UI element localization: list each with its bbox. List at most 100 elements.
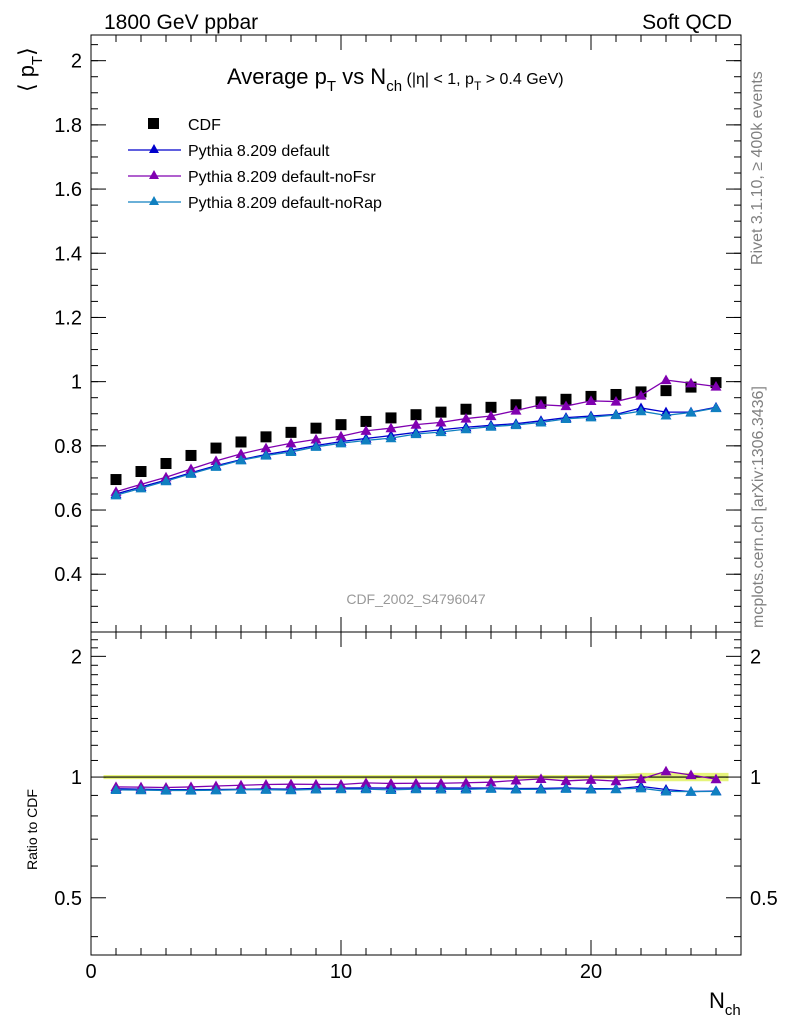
ratio-series-marker bbox=[710, 785, 722, 796]
legend-label-cdf: CDF bbox=[188, 117, 221, 134]
legend-entry-cdf: CDF bbox=[148, 117, 221, 134]
ratio-series-marker bbox=[585, 774, 597, 784]
title-main: Average p bbox=[227, 64, 327, 89]
main-y-tick-label: 1.6 bbox=[54, 179, 82, 201]
ratio-x-ticks: 0 10 20 bbox=[85, 632, 742, 983]
header-left-label: 1800 GeV ppbar bbox=[104, 11, 258, 34]
ratio-series-marker bbox=[360, 783, 372, 794]
ratio-series-marker bbox=[610, 783, 622, 794]
cdf-data-point bbox=[560, 393, 572, 405]
main-series-marker bbox=[385, 432, 397, 443]
main-series-marker bbox=[585, 395, 597, 406]
main-series-marker bbox=[260, 449, 272, 460]
ratio-series-2 bbox=[110, 782, 722, 796]
cdf-data-point bbox=[360, 415, 372, 427]
ratio-series-marker bbox=[135, 784, 147, 795]
ratio-series-marker bbox=[635, 773, 647, 784]
ratio-y-axis-label: Ratio to CDF bbox=[24, 789, 40, 870]
ratio-series-marker bbox=[585, 783, 597, 794]
ratio-series-marker bbox=[160, 784, 172, 795]
main-y-tick-label: 1.4 bbox=[54, 243, 82, 265]
main-series-marker bbox=[460, 423, 472, 434]
cdf-data-point bbox=[435, 406, 447, 418]
main-series-marker bbox=[310, 433, 322, 444]
ratio-series-marker bbox=[560, 775, 572, 786]
ratio-series-marker bbox=[535, 773, 547, 783]
main-y-axis-label: ⟨ pT⟩ bbox=[14, 47, 46, 92]
main-series-marker bbox=[685, 406, 697, 417]
ylabel-sub: T bbox=[29, 56, 46, 65]
cdf-data-point bbox=[510, 399, 522, 411]
main-y-ticks: 0.4 0.6 0.8 1 1.2 1.4 1.6 1.8 2 bbox=[54, 44, 741, 623]
main-series-marker bbox=[660, 374, 672, 385]
cdf-data-point bbox=[460, 403, 472, 415]
main-series-marker bbox=[235, 454, 247, 465]
x-tick-label: 20 bbox=[580, 961, 602, 983]
xlabel-main: N bbox=[709, 988, 725, 1013]
main-series-marker bbox=[410, 419, 422, 429]
x-tick-label: 0 bbox=[85, 961, 96, 983]
main-y-tick-label: 0.6 bbox=[54, 500, 82, 522]
ratio-panel: 0.5 0.5 1 1 2 2 0 10 20 Ratio to CDF Nch bbox=[24, 631, 778, 1019]
main-y-tick-label: 2 bbox=[71, 51, 82, 73]
ratio-series-marker bbox=[435, 777, 447, 788]
main-series-marker bbox=[435, 426, 447, 437]
legend-entry-nofsr: Pythia 8.209 default-noFsr bbox=[128, 169, 376, 186]
legend-label-nofsr: Pythia 8.209 default-noFsr bbox=[188, 169, 376, 186]
main-y-tick-label: 1.8 bbox=[54, 115, 82, 137]
ratio-y-tick-label-right: 2 bbox=[750, 646, 761, 668]
cdf-data-point bbox=[210, 442, 222, 454]
main-series-marker bbox=[185, 468, 197, 478]
cdf-data-point bbox=[485, 401, 497, 413]
main-y-tick-label: 0.8 bbox=[54, 436, 82, 458]
main-series-marker bbox=[710, 402, 722, 413]
title-mid: vs N bbox=[336, 64, 386, 89]
analysis-watermark: CDF_2002_S4796047 bbox=[346, 591, 486, 607]
main-series-2 bbox=[110, 374, 722, 496]
main-series-marker bbox=[335, 437, 347, 448]
cdf-data-point bbox=[160, 457, 172, 469]
cdf-data-point bbox=[610, 388, 622, 400]
ratio-series-marker bbox=[185, 784, 197, 795]
cdf-data-point bbox=[335, 419, 347, 431]
main-y-tick-label: 1.2 bbox=[54, 307, 82, 329]
main-series-marker bbox=[110, 489, 122, 500]
main-series-marker bbox=[535, 416, 547, 427]
main-series-marker bbox=[160, 475, 172, 486]
legend-marker-norap bbox=[149, 196, 159, 205]
main-title: Average pT vs Nch (|η| < 1, pT > 0.4 GeV… bbox=[227, 64, 564, 95]
main-y-tick-label: 1 bbox=[71, 372, 82, 394]
main-series-marker bbox=[610, 409, 622, 420]
ratio-series-marker bbox=[335, 783, 347, 794]
main-series-marker bbox=[485, 410, 497, 421]
main-series-marker bbox=[210, 455, 222, 466]
ratio-series-marker bbox=[510, 783, 522, 794]
title-cut-sub: T bbox=[474, 79, 482, 93]
ylabel-close: ⟩ bbox=[14, 47, 39, 56]
ratio-series-marker bbox=[235, 784, 247, 794]
legend-marker-nofsr bbox=[149, 170, 159, 179]
legend-entry-norap: Pythia 8.209 default-noRap bbox=[128, 195, 382, 212]
ratio-series-marker bbox=[535, 783, 547, 794]
title-sub-ch: ch bbox=[386, 78, 402, 95]
ratio-series-marker bbox=[660, 785, 672, 796]
main-series-marker bbox=[310, 441, 322, 451]
main-series-marker bbox=[685, 377, 697, 388]
main-series-marker bbox=[560, 400, 572, 411]
main-panel: 0.40.60.811.21.41.61.82 Average pT vs Nc… bbox=[14, 34, 742, 633]
ratio-series-marker bbox=[610, 775, 622, 786]
main-series-marker bbox=[710, 380, 722, 391]
main-series-marker bbox=[360, 434, 372, 445]
cdf-data-point bbox=[260, 431, 272, 443]
main-series-marker bbox=[560, 413, 572, 424]
title-cut-b: > 0.4 GeV) bbox=[481, 71, 563, 88]
ratio-series-marker bbox=[560, 783, 572, 793]
ratio-series-marker bbox=[510, 774, 522, 785]
ratio-series-marker bbox=[385, 784, 397, 795]
main-series-marker bbox=[410, 428, 422, 439]
main-series-3 bbox=[110, 402, 722, 500]
main-series-marker bbox=[185, 463, 197, 474]
ratio-series-marker bbox=[285, 778, 297, 789]
ratio-y-tick-label-right: 0.5 bbox=[750, 888, 778, 910]
